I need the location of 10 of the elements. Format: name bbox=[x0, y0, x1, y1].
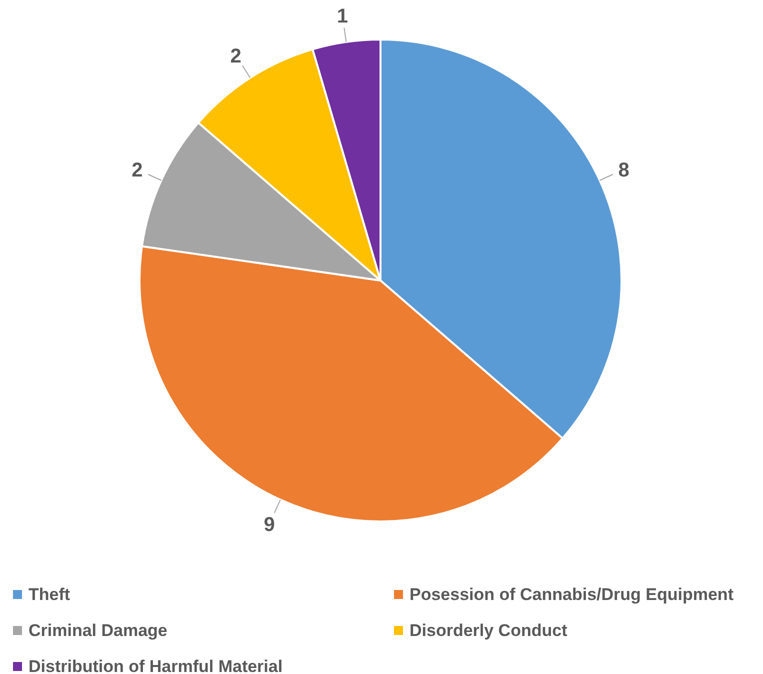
legend-label: Disorderly Conduct bbox=[410, 621, 568, 640]
data-label: 9 bbox=[264, 514, 275, 536]
legend-label: Posession of Cannabis/Drug Equipment bbox=[410, 585, 734, 604]
legend-label: Theft bbox=[28, 585, 70, 604]
legend-label: Distribution of Harmful Material bbox=[28, 657, 283, 674]
data-label: 1 bbox=[336, 6, 348, 28]
data-label: 2 bbox=[132, 159, 143, 182]
legend-label: Criminal Damage bbox=[28, 621, 168, 640]
data-label: 8 bbox=[618, 159, 630, 182]
data-label: 2 bbox=[230, 45, 242, 68]
